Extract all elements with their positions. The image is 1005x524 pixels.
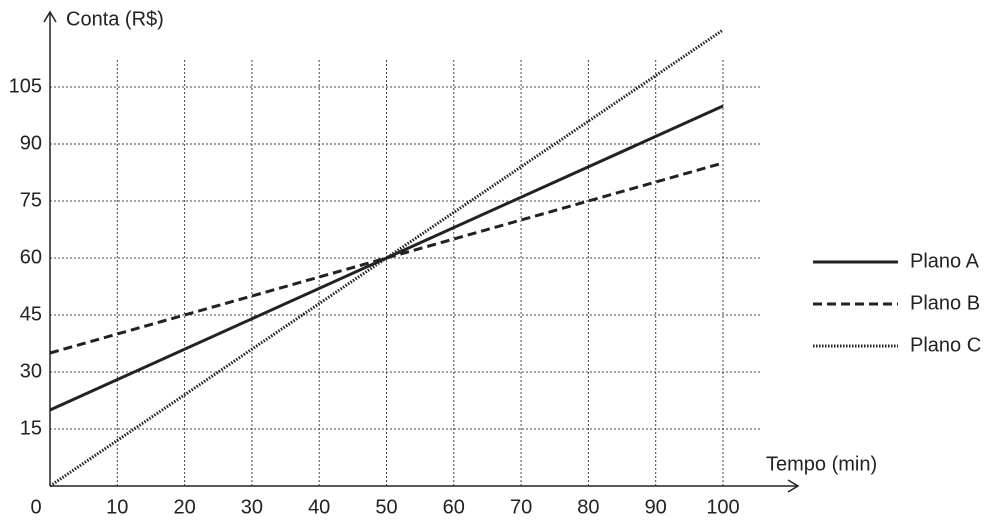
x-tick-label: 0 xyxy=(30,496,41,518)
y-tick-label: 30 xyxy=(20,360,42,382)
x-tick-label: 10 xyxy=(106,496,128,518)
x-tick-label: 20 xyxy=(173,496,195,518)
legend-label: Plano C xyxy=(910,334,981,356)
y-tick-label: 105 xyxy=(9,75,42,97)
x-axis-label: Tempo (min) xyxy=(766,453,877,475)
x-tick-label: 100 xyxy=(706,496,739,518)
legend-label: Plano B xyxy=(910,292,980,314)
series-line xyxy=(49,28,724,488)
x-tick-label: 70 xyxy=(510,496,532,518)
y-tick-label: 45 xyxy=(20,303,42,325)
y-tick-label: 60 xyxy=(20,246,42,268)
y-axis-label: Conta (R$) xyxy=(66,8,164,30)
y-tick-label: 15 xyxy=(20,417,42,439)
x-tick-label: 80 xyxy=(577,496,599,518)
x-axis-arrow xyxy=(787,479,800,493)
series-line xyxy=(49,161,724,355)
y-tick-label: 75 xyxy=(20,189,42,211)
x-tick-label: 90 xyxy=(645,496,667,518)
x-tick-label: 40 xyxy=(308,496,330,518)
x-tick-label: 50 xyxy=(375,496,397,518)
x-tick-label: 30 xyxy=(241,496,263,518)
y-axis-arrow xyxy=(43,10,57,23)
x-tick-label: 60 xyxy=(443,496,465,518)
y-tick-label: 90 xyxy=(20,132,42,154)
legend-label: Plano A xyxy=(910,250,980,272)
